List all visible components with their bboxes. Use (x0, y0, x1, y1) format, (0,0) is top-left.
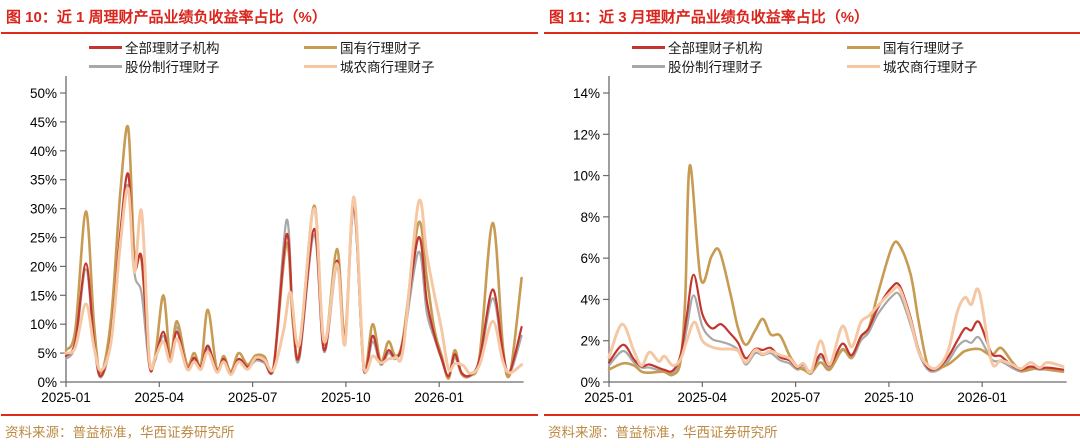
legend-swatch (304, 64, 337, 68)
y-tick-label: 2% (580, 334, 600, 349)
y-tick-label: 35% (30, 173, 57, 188)
figure-11-title-text: 近 3 月理财产品业绩负收益率占比（%） (599, 9, 870, 26)
x-tick-label: 2026-01 (957, 390, 1007, 405)
legend-label: 全部理财子机构 (125, 41, 220, 56)
x-tick-label: 2025-01 (41, 390, 91, 405)
legend-label: 国有行理财子 (340, 41, 421, 56)
y-tick-label: 14% (573, 86, 600, 101)
figure-11-title: 图 11：近 3 月理财产品业绩负收益率占比（%） (544, 0, 1080, 29)
figure-11-chart: 0% 2% 4% 6% 8% 10% 12% 14% 2025-01 2025-04 2025-07… (573, 76, 1067, 405)
y-tick-label: 50% (30, 86, 57, 101)
legend-item-3: 城农商行理财子 (847, 58, 1080, 75)
y-tick-label: 5% (37, 346, 57, 361)
series-line-0 (64, 172, 523, 378)
y-tick-label: 40% (30, 144, 57, 159)
figure-10-title-text: 近 1 周理财产品业绩负收益率占比（%） (56, 9, 327, 26)
legend-swatch (847, 45, 880, 49)
source-rule (544, 414, 1080, 416)
legend-item-1: 国有行理财子 (304, 39, 538, 56)
legend-item-1: 国有行理财子 (847, 39, 1080, 56)
legend-item-2: 股份制行理财子 (632, 58, 847, 75)
x-tick-label: 2025-01 (584, 390, 634, 405)
figure-11-legend: 全部理财子机构 国有行理财子股份制行理财子 城农商行理财子 (632, 39, 1080, 75)
y-tick-label: 0% (37, 375, 57, 390)
legend-label: 国有行理财子 (883, 41, 964, 56)
y-tick-label: 15% (30, 288, 57, 303)
legend-swatch (89, 64, 122, 68)
legend-swatch (304, 45, 337, 49)
x-tick-label: 2025-07 (771, 390, 821, 405)
figure-10-chart: 0% 5% 10% 15% 20% 25% 30% 35% 40% 45% 50% 2025-01 20… (30, 76, 524, 405)
title-rule (544, 32, 1080, 34)
legend-item-0: 全部理财子机构 (632, 39, 847, 56)
series-line-2 (64, 183, 523, 379)
x-tick-label: 2025-04 (678, 390, 728, 405)
figure-10-title: 图 10：近 1 周理财产品业绩负收益率占比（%） (1, 0, 538, 29)
y-tick-label: 4% (580, 292, 600, 307)
legend-label: 全部理财子机构 (668, 41, 763, 56)
title-rule (1, 32, 538, 34)
x-tick-label: 2025-10 (321, 390, 371, 405)
series-line-1 (607, 163, 1065, 377)
y-tick-label: 8% (580, 210, 600, 225)
source-rule (1, 414, 538, 416)
y-tick-label: 45% (30, 115, 57, 130)
source-note: 资料来源：普益标准，华西证券研究所 (5, 425, 235, 440)
x-tick-label: 2025-04 (135, 390, 185, 405)
figure-10-panel: 图 10：近 1 周理财产品业绩负收益率占比（%） 全部理财子机构 国有行理财子股… (1, 0, 538, 441)
y-tick-label: 12% (573, 127, 600, 142)
figure-10-label: 图 10： (6, 9, 57, 26)
x-tick-label: 2026-01 (414, 390, 464, 405)
series-line-0 (607, 273, 1065, 374)
legend-label: 城农商行理财子 (883, 60, 978, 75)
legend-swatch (632, 64, 665, 68)
y-tick-label: 25% (30, 231, 57, 246)
y-tick-label: 0% (580, 375, 600, 390)
source-note: 资料来源：普益标准，华西证券研究所 (548, 425, 778, 440)
figure-11-label: 图 11： (549, 9, 600, 26)
legend-label: 股份制行理财子 (668, 60, 763, 75)
x-tick-label: 2025-10 (864, 390, 914, 405)
legend-item-0: 全部理财子机构 (89, 39, 304, 56)
series-line-3 (607, 285, 1065, 374)
y-tick-label: 10% (573, 169, 600, 184)
legend-label: 城农商行理财子 (340, 60, 435, 75)
y-tick-label: 30% (30, 202, 57, 217)
legend-item-2: 股份制行理财子 (89, 58, 304, 75)
figure-10-legend: 全部理财子机构 国有行理财子股份制行理财子 城农商行理财子 (89, 39, 538, 75)
legend-label: 股份制行理财子 (125, 60, 220, 75)
figure-11-panel: 图 11：近 3 月理财产品业绩负收益率占比（%） 全部理财子机构 国有行理财子股… (544, 0, 1080, 441)
legend-swatch (847, 64, 880, 68)
x-tick-label: 2025-07 (228, 390, 278, 405)
legend-swatch (632, 45, 665, 49)
y-tick-label: 10% (30, 317, 57, 332)
legend-item-3: 城农商行理财子 (304, 58, 538, 75)
series-line-3 (64, 186, 524, 376)
y-tick-label: 6% (580, 251, 600, 266)
legend-swatch (89, 45, 122, 49)
y-tick-label: 20% (30, 259, 57, 274)
